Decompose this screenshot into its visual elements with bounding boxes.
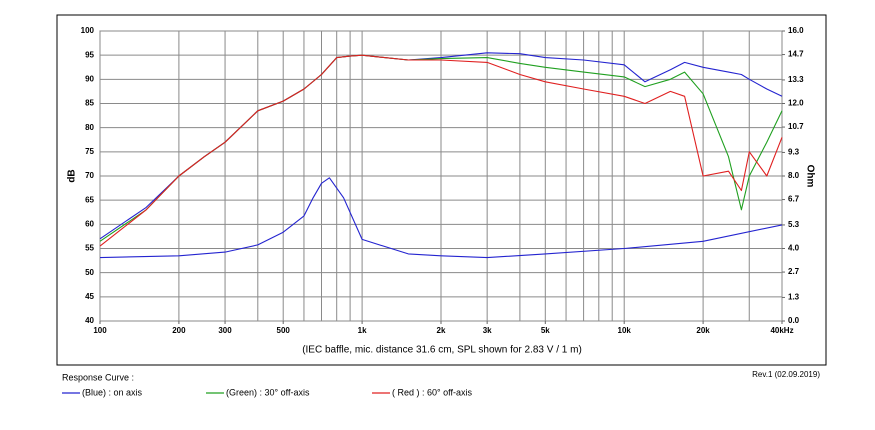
x-tick-label: 20k: [696, 326, 710, 335]
series-line: [99, 177, 783, 259]
y2-tick-label: 2.7: [788, 267, 800, 276]
y2-tick-label: 1.3: [788, 293, 800, 302]
legend-label: ( Red ) : 60° off-axis: [392, 387, 472, 397]
y-tick-label: 95: [85, 50, 94, 59]
y2-tick-label: 9.3: [788, 148, 800, 157]
x-tick-label: 100: [93, 326, 107, 335]
y-axis-label: dB: [67, 169, 78, 182]
y-tick-label: 40: [85, 316, 94, 325]
y2-tick-label: 16.0: [788, 26, 804, 35]
y-tick-label: 65: [85, 195, 94, 204]
y-tick-label: 80: [85, 123, 94, 132]
legend-label: (Green) : 30° off-axis: [226, 387, 310, 397]
y2-tick-label: 14.7: [788, 50, 804, 59]
x-tick-label: 3k: [483, 326, 492, 335]
y-tick-label: 60: [85, 219, 94, 228]
y2-tick-label: 0.0: [788, 316, 800, 325]
y2-tick-label: 13.3: [788, 75, 804, 84]
y-tick-label: 90: [85, 74, 94, 83]
x-tick-label: 500: [277, 326, 291, 335]
y-tick-label: 45: [85, 292, 94, 301]
x-tick-label: 300: [218, 326, 232, 335]
y2-axis-label: Ohm: [804, 165, 815, 188]
revision: Rev.1 (02.09.2019): [752, 370, 820, 379]
caption: (IEC baffle, mic. distance 31.6 cm, SPL …: [302, 345, 582, 356]
y-tick-label: 70: [85, 171, 94, 180]
y2-tick-label: 8.0: [788, 171, 800, 180]
y2-tick-label: 5.3: [788, 220, 800, 229]
legend-title: Response Curve :: [62, 372, 134, 382]
y-tick-label: 50: [85, 268, 94, 277]
y-tick-label: 55: [85, 244, 94, 253]
x-tick-label: 200: [172, 326, 186, 335]
y2-tick-label: 10.7: [788, 122, 804, 131]
y2-tick-label: 6.7: [788, 195, 800, 204]
y2-tick-label: 4.0: [788, 244, 800, 253]
x-tick-label: 1k: [358, 326, 367, 335]
series-line: [99, 54, 783, 247]
y-tick-label: 100: [81, 26, 95, 35]
legend-label: (Blue) : on axis: [82, 387, 143, 397]
frame: [56, 14, 827, 366]
y-tick-label: 85: [85, 99, 94, 108]
y-tick-label: 75: [85, 147, 94, 156]
x-tick-label: 2k: [437, 326, 446, 335]
x-tick-label: 40kHz: [770, 326, 793, 335]
x-tick-label: 5k: [541, 326, 550, 335]
x-tick-label: 10k: [618, 326, 632, 335]
y2-tick-label: 12.0: [788, 99, 804, 108]
